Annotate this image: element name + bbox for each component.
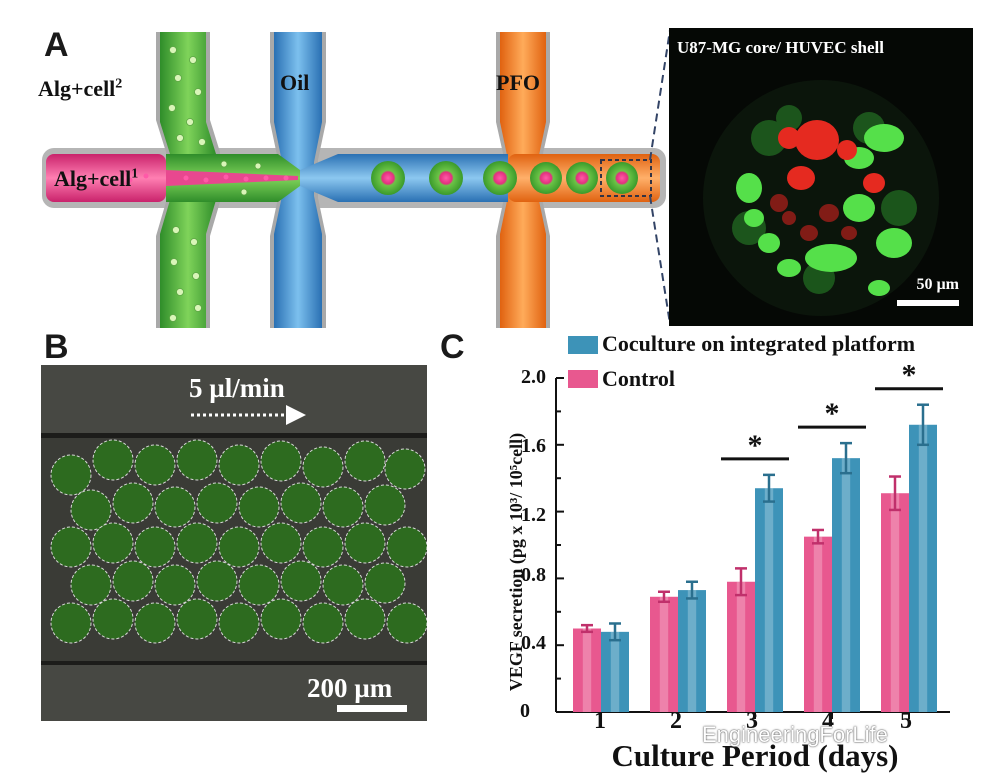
- y-tick-label: 0.8: [521, 564, 546, 586]
- bar-highlight: [764, 488, 774, 712]
- y-tick-label: 0: [520, 700, 530, 722]
- label-alg-cell-2: Alg+cell2: [38, 76, 123, 101]
- bar-control-day-1: [573, 628, 601, 712]
- watermark: EngineeringForLife: [702, 722, 888, 747]
- bar-control-day-3: [727, 581, 755, 712]
- significance-star: *: [902, 359, 917, 392]
- micrograph-scale-bar: [897, 300, 959, 306]
- zoom-lines: [649, 29, 671, 325]
- y-tick-label: 2.0: [521, 366, 546, 388]
- label-pfo: PFO: [496, 70, 540, 95]
- y-tick-label: 0.4: [521, 632, 546, 654]
- label-alg-cell-1: Alg+cell1: [54, 166, 139, 191]
- bar-coculture-day-2: [678, 590, 706, 712]
- bar-highlight: [813, 536, 823, 712]
- photo-scale-bar: [337, 705, 407, 712]
- bar-coculture-day-1: [601, 631, 629, 712]
- bar-highlight: [659, 596, 669, 712]
- fluorescence-micrograph: U87-MG core/ HUVEC shell 50 µm: [669, 28, 973, 326]
- bar-highlight: [687, 590, 697, 712]
- micrograph-title: U87-MG core/ HUVEC shell: [677, 38, 884, 57]
- legend-swatch-control: [568, 370, 598, 388]
- bar-highlight: [736, 581, 746, 712]
- significance-star: *: [825, 397, 840, 430]
- legend-label-coculture: Coculture on integrated platform: [602, 331, 916, 356]
- y-tick-label: 1.2: [521, 504, 546, 526]
- panel-a-letter: A: [44, 26, 69, 64]
- micrograph-scale-label: 50 µm: [916, 276, 959, 293]
- bar-highlight: [610, 631, 620, 712]
- bar-control-day-2: [650, 596, 678, 712]
- y-tick-label: 1.6: [521, 435, 546, 457]
- label-oil: Oil: [280, 70, 310, 95]
- bar-control-day-5: [881, 493, 909, 712]
- panel-c-letter: C: [440, 328, 465, 366]
- photo-scale-label: 200 µm: [307, 673, 393, 703]
- flow-rate-label: 5 µl/min: [189, 373, 285, 403]
- x-tick-label: 1: [594, 708, 606, 734]
- bar-coculture-day-3: [755, 488, 783, 712]
- bar-highlight: [582, 628, 592, 712]
- x-axis-label: Culture Period (days): [611, 738, 899, 773]
- droplet-channel-photo: 5 µl/min 200 µm: [41, 365, 427, 721]
- legend-swatch-coculture: [568, 336, 598, 354]
- panel-b-letter: B: [44, 328, 69, 366]
- bar-control-day-4: [804, 536, 832, 712]
- bar-highlight: [918, 424, 928, 712]
- bar-highlight: [841, 458, 851, 712]
- bar-coculture-day-5: [909, 424, 937, 712]
- legend-label-control: Control: [602, 366, 675, 391]
- bar-highlight: [890, 493, 900, 712]
- bar-coculture-day-4: [832, 458, 860, 712]
- significance-star: *: [748, 429, 763, 462]
- microfluidic-device-diagram: [42, 32, 666, 328]
